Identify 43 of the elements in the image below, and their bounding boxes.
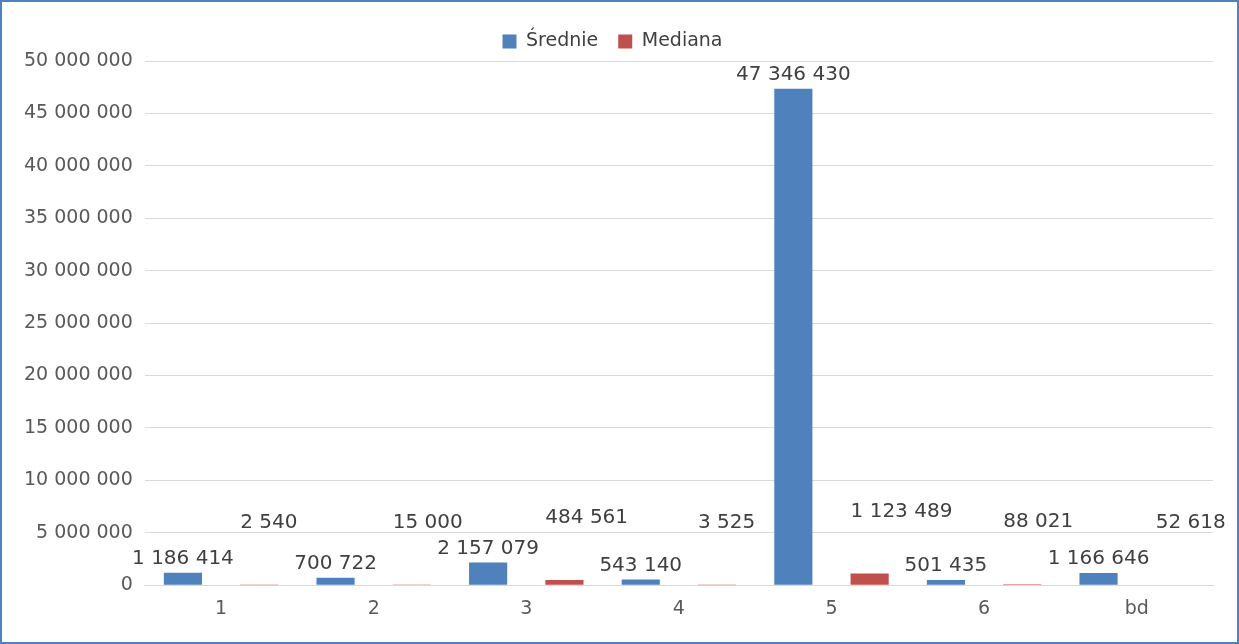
x-tick-label: 6 [978, 595, 991, 618]
data-label: 700 722 [294, 550, 377, 575]
data-label: 543 140 [599, 551, 683, 576]
bar [850, 573, 889, 585]
y-tick-label: 45 000 000 [23, 100, 133, 123]
x-tick-label: 3 [520, 595, 533, 618]
data-label: 1 186 414 [132, 544, 234, 569]
y-tick-label: 30 000 000 [23, 257, 133, 280]
data-label: 1 123 489 [850, 497, 953, 522]
data-label: 47 346 430 [736, 61, 851, 86]
y-tick-label: 10 000 000 [23, 467, 133, 490]
bar [469, 562, 508, 585]
x-tick-label: 4 [672, 595, 685, 618]
x-tick-label: 2 [367, 595, 380, 618]
data-label: 501 435 [904, 552, 988, 577]
data-label: 2 157 079 [437, 534, 540, 559]
data-label: 1 166 646 [1047, 545, 1150, 570]
x-tick-label: bd [1124, 595, 1149, 618]
data-label: 15 000 [392, 509, 463, 534]
bar [621, 579, 660, 585]
y-tick-label: 40 000 000 [23, 152, 133, 175]
data-label: 2 540 [240, 509, 298, 534]
bar [163, 572, 203, 585]
y-tick-label: 50 000 000 [23, 47, 133, 70]
y-tick-label: 25 000 000 [23, 310, 133, 333]
legend-label: Średnie [526, 27, 599, 51]
bar [545, 580, 584, 585]
y-tick-label: 15 000 000 [23, 414, 133, 437]
y-tick-label: 20 000 000 [23, 362, 133, 385]
y-tick-label: 35 000 000 [23, 205, 133, 228]
y-tick-label: 5 000 000 [36, 519, 133, 542]
data-label: 484 561 [545, 504, 629, 529]
x-tick-label: 1 [215, 595, 228, 618]
y-tick-label: 0 [120, 572, 133, 595]
data-label: 52 618 [1155, 508, 1226, 533]
x-tick-label: 5 [825, 595, 838, 618]
bar [774, 88, 813, 585]
bar [316, 577, 355, 585]
data-label: 88 021 [1003, 508, 1074, 533]
bar [926, 579, 966, 585]
legend-label: Mediana [641, 28, 723, 51]
data-label: 3 525 [697, 509, 756, 534]
bar [1079, 572, 1118, 585]
